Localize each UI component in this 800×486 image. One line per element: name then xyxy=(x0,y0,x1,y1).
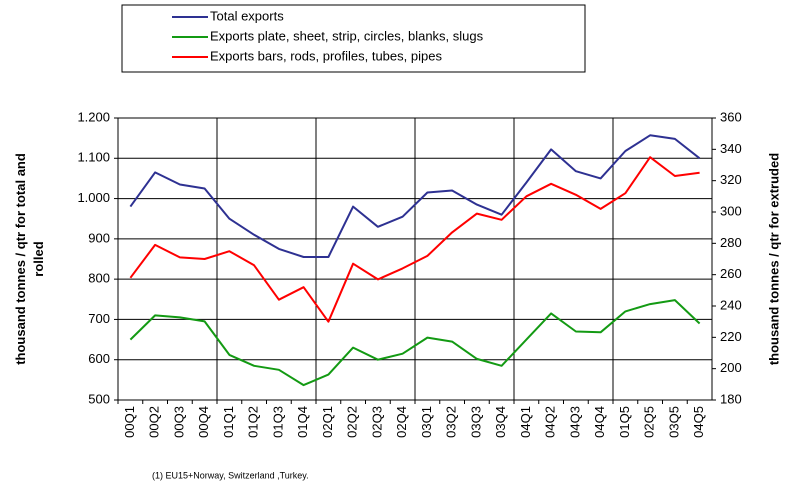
y-axis-title-line: thousand tonnes / qtr for total and rolle… xyxy=(13,153,46,365)
y2-axis-title: thousand tonnes / qtr for extruded xyxy=(766,153,781,365)
y2-tick-label: 180 xyxy=(720,391,742,406)
x-tick-label: 03Q5 xyxy=(666,406,681,438)
series-line xyxy=(129,134,701,258)
x-tick-label: 04Q5 xyxy=(691,406,706,438)
y2-tick-label: 280 xyxy=(720,235,742,250)
y-tick-label: 900 xyxy=(88,230,110,245)
x-tick-label: 00Q2 xyxy=(147,406,162,438)
y2-tick-label: 260 xyxy=(720,266,742,281)
x-tick-label: 02Q2 xyxy=(345,406,360,438)
y2-tick-label: 300 xyxy=(720,203,742,218)
series-line xyxy=(129,299,701,387)
x-tick-label: 04Q2 xyxy=(543,406,558,438)
y-tick-label: 1.000 xyxy=(77,190,110,205)
x-tick-label: 01Q2 xyxy=(246,406,261,438)
y2-tick-label: 360 xyxy=(720,109,742,124)
x-tick-label: 03Q2 xyxy=(444,406,459,438)
y-tick-label: 1.100 xyxy=(77,150,110,165)
x-tick-label: 01Q5 xyxy=(617,406,632,438)
y-tick-label: 500 xyxy=(88,391,110,406)
legend-label: Total exports xyxy=(210,8,284,23)
y2-tick-label: 320 xyxy=(720,172,742,187)
y2-tick-label: 340 xyxy=(720,141,742,156)
y2-tick-label: 220 xyxy=(720,329,742,344)
legend-label: Exports bars, rods, profiles, tubes, pip… xyxy=(210,48,442,63)
x-tick-label: 00Q1 xyxy=(122,406,137,438)
y2-tick-label: 200 xyxy=(720,360,742,375)
series-line xyxy=(129,156,700,323)
x-tick-label: 02Q1 xyxy=(320,406,335,438)
x-tick-label: 02Q5 xyxy=(642,406,657,438)
x-tick-label: 02Q3 xyxy=(369,406,384,438)
x-tick-label: 01Q3 xyxy=(270,406,285,438)
legend-label: Exports plate, sheet, strip, circles, bl… xyxy=(210,28,484,43)
y-tick-label: 700 xyxy=(88,311,110,326)
footnote: (1) EU15+Norway, Switzerland ,Turkey. xyxy=(152,470,309,480)
y-tick-label: 800 xyxy=(88,271,110,286)
y-tick-label: 600 xyxy=(88,351,110,366)
x-tick-label: 03Q1 xyxy=(419,406,434,438)
x-tick-label: 00Q3 xyxy=(171,406,186,438)
x-tick-label: 04Q3 xyxy=(567,406,582,438)
x-tick-label: 03Q4 xyxy=(493,406,508,438)
x-tick-label: 03Q3 xyxy=(468,406,483,438)
x-tick-label: 04Q4 xyxy=(592,406,607,438)
y-tick-label: 1.200 xyxy=(77,109,110,124)
x-tick-label: 04Q1 xyxy=(518,406,533,438)
x-tick-label: 01Q4 xyxy=(295,406,310,438)
x-tick-label: 01Q1 xyxy=(221,406,236,438)
x-tick-label: 02Q4 xyxy=(394,406,409,438)
y2-tick-label: 240 xyxy=(720,297,742,312)
x-tick-label: 00Q4 xyxy=(196,406,211,438)
